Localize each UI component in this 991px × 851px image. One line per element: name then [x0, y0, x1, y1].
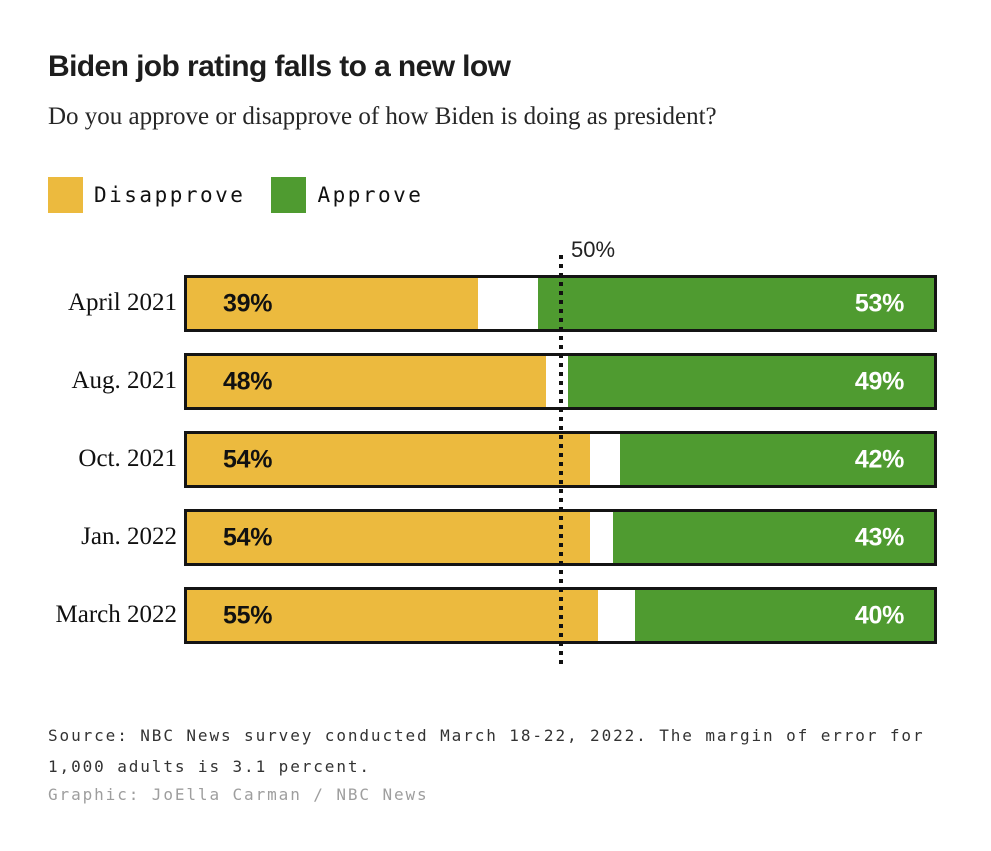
table-row: Aug. 2021 48% 49% [48, 353, 937, 410]
legend-label-disapprove: Disapprove [94, 183, 246, 207]
disapprove-segment [187, 434, 591, 485]
chart-subtitle: Do you approve or disapprove of how Bide… [48, 103, 717, 130]
category-label: Oct. 2021 [78, 445, 177, 472]
legend-label-approve: Approve [317, 183, 424, 207]
legend: Disapprove Approve [48, 177, 449, 213]
disapprove-value: 55% [223, 601, 273, 629]
source-line-1: Source: NBC News survey conducted March … [48, 726, 925, 745]
category-label: Aug. 2021 [71, 367, 177, 394]
reference-line-label: 50% [571, 237, 616, 262]
approve-segment [567, 356, 934, 407]
disapprove-segment [187, 278, 479, 329]
graphic-credit: Graphic: JoElla Carman / NBC News [48, 785, 429, 804]
legend-swatch-disapprove [48, 177, 83, 213]
bar-chart: 50% April 2021 39% 53% Aug. 2021 48% 49%… [48, 237, 937, 665]
disapprove-segment [187, 356, 546, 407]
table-row: March 2022 55% 40% [48, 587, 937, 644]
approve-value: 53% [854, 289, 904, 317]
table-row: Oct. 2021 54% 42% [48, 431, 937, 488]
approve-value: 43% [854, 523, 904, 551]
legend-swatch-approve [271, 177, 307, 213]
reference-line [559, 255, 563, 665]
disapprove-segment [187, 590, 598, 641]
category-label: April 2021 [67, 289, 177, 316]
category-label: Jan. 2022 [81, 523, 177, 550]
disapprove-value: 48% [223, 367, 273, 395]
table-row: April 2021 39% 53% [48, 275, 937, 332]
table-row: Jan. 2022 54% 43% [48, 509, 937, 566]
approve-segment [620, 434, 934, 485]
category-label: March 2022 [55, 601, 178, 628]
approve-value: 40% [854, 601, 904, 629]
approve-value: 42% [854, 445, 904, 473]
approve-segment [538, 278, 934, 329]
approve-value: 49% [854, 367, 904, 395]
disapprove-value: 39% [223, 289, 273, 317]
source-note: Source: NBC News survey conducted March … [48, 720, 948, 782]
chart-title: Biden job rating falls to a new low [48, 50, 511, 83]
disapprove-value: 54% [223, 523, 273, 551]
approve-segment [612, 512, 934, 563]
source-line-2: 1,000 adults is 3.1 percent. [48, 757, 371, 776]
approve-segment [635, 590, 934, 641]
disapprove-value: 54% [223, 445, 273, 473]
disapprove-segment [187, 512, 591, 563]
